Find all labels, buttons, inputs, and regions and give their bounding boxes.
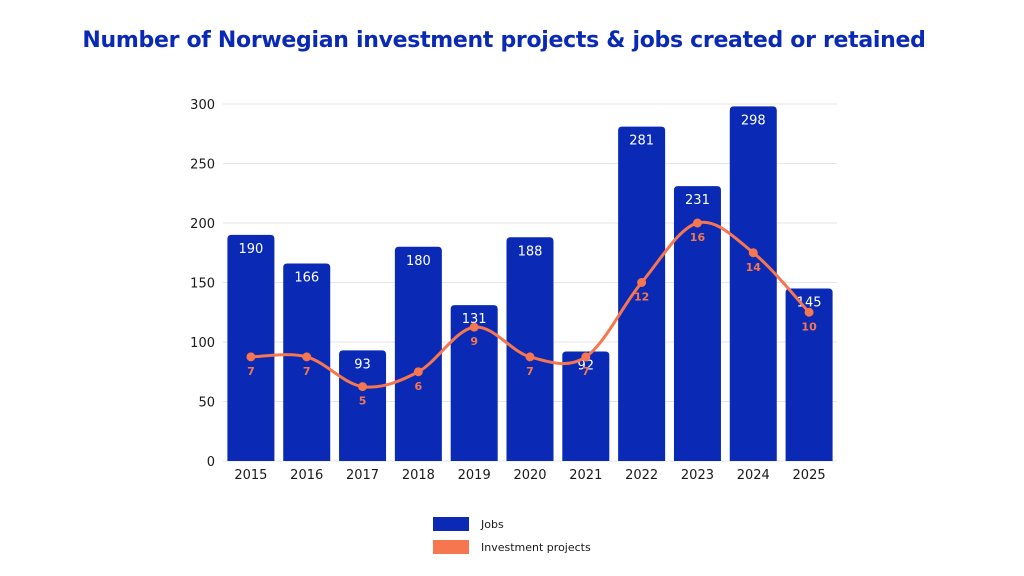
x-axis: 2015 2016 2017 2018 2019 2020 2021 2022 2023 2024… <box>234 468 825 483</box>
bar-jobs <box>394 246 442 461</box>
bar-jobs <box>227 234 275 461</box>
line-point <box>413 367 423 377</box>
investment-projects-line: 7 7 5 6 9 7 7 12 16 14 10 <box>246 218 817 408</box>
bar-value-label: 93 <box>354 357 371 372</box>
x-tick-label: 2022 <box>625 468 658 483</box>
bar-value-label: 281 <box>629 134 654 149</box>
x-tick-label: 2016 <box>290 468 323 483</box>
bar-jobs <box>562 351 610 461</box>
line-point <box>358 382 368 392</box>
legend-label-investment-projects: Investment projects <box>481 541 591 554</box>
bar-jobs <box>450 305 498 461</box>
x-tick-label: 2024 <box>737 468 770 483</box>
line-point <box>525 352 535 362</box>
bar-value-label: 166 <box>294 270 319 285</box>
x-tick-label: 2015 <box>234 468 267 483</box>
line-value-label: 12 <box>634 291 649 304</box>
legend-swatch-jobs <box>433 517 469 531</box>
y-tick-label: 200 <box>190 217 215 232</box>
legend: Jobs Investment projects <box>433 517 591 554</box>
bar-value-label: 188 <box>518 244 543 259</box>
investment-projects-curve <box>250 220 811 389</box>
line-point <box>246 352 256 362</box>
bar-jobs <box>618 126 666 462</box>
bar-value-label: 92 <box>578 359 595 374</box>
y-tick-label: 100 <box>190 336 215 351</box>
line-value-label: 9 <box>470 335 478 348</box>
x-tick-label: 2023 <box>681 468 714 483</box>
x-tick-label: 2019 <box>458 468 491 483</box>
y-tick-label: 50 <box>198 396 215 411</box>
bar-value-label: 190 <box>238 242 263 257</box>
line-value-label: 10 <box>801 320 817 333</box>
chart-title: Number of Norwegian investment projects … <box>82 28 926 53</box>
bar-jobs <box>729 106 777 461</box>
y-tick-label: 0 <box>207 455 215 470</box>
line-value-label: 7 <box>247 365 255 378</box>
line-value-label: 16 <box>690 231 706 244</box>
bar-jobs <box>506 237 554 461</box>
x-tick-label: 2018 <box>402 468 435 483</box>
line-point <box>637 278 647 287</box>
y-axis: 0 50 100 150 200 250 300 <box>190 98 215 470</box>
line-value-label: 6 <box>415 380 423 393</box>
line-point <box>804 307 814 317</box>
bar-jobs <box>339 350 387 461</box>
bar-jobs <box>283 263 331 461</box>
line-point <box>692 218 702 228</box>
legend-label-jobs: Jobs <box>480 518 504 531</box>
x-tick-label: 2020 <box>513 468 546 483</box>
line-point <box>581 352 591 362</box>
legend-swatch-investment-projects <box>433 540 469 554</box>
bar-value-label: 180 <box>406 254 431 269</box>
bar-jobs <box>673 186 721 462</box>
line-point <box>469 322 479 332</box>
x-tick-label: 2025 <box>793 468 826 483</box>
line-value-label: 7 <box>582 365 590 378</box>
line-value-label: 7 <box>526 365 534 378</box>
bar-value-label: 231 <box>685 193 710 208</box>
bar-value-label: 298 <box>741 113 766 128</box>
y-tick-label: 250 <box>190 158 215 173</box>
bar-value-label: 131 <box>462 312 487 327</box>
line-point <box>748 248 758 258</box>
line-value-label: 14 <box>746 261 762 274</box>
line-value-label: 7 <box>303 365 311 378</box>
line-point <box>302 352 312 362</box>
y-tick-label: 300 <box>190 98 215 113</box>
x-tick-label: 2017 <box>346 468 379 483</box>
x-tick-label: 2021 <box>569 468 602 483</box>
bar-jobs <box>785 288 833 461</box>
line-value-label: 5 <box>359 395 367 408</box>
y-tick-label: 150 <box>190 277 215 292</box>
